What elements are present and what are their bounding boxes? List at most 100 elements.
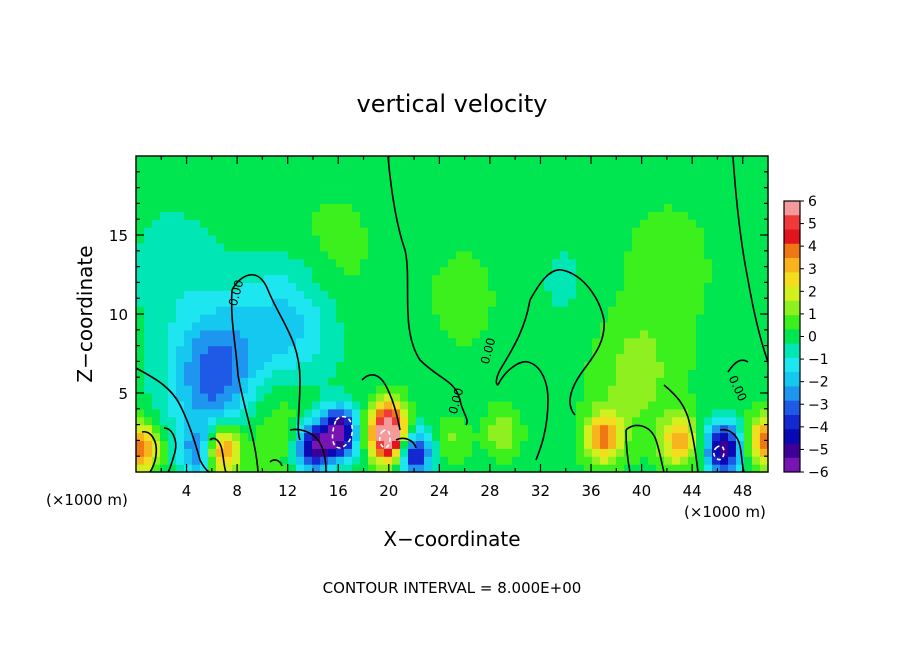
heatmap-cell <box>560 227 569 236</box>
heatmap-cell <box>264 235 273 244</box>
heatmap-cell <box>296 321 305 331</box>
heatmap-cell <box>376 227 385 236</box>
heatmap-cell <box>656 393 665 402</box>
heatmap-cell <box>712 179 721 189</box>
heatmap-cell <box>496 171 505 181</box>
heatmap-cell <box>376 187 385 197</box>
heatmap-cell <box>168 369 177 378</box>
heatmap-cell <box>480 440 489 449</box>
heatmap-cell <box>528 345 537 355</box>
heatmap-cell <box>440 250 449 260</box>
heatmap-cell <box>592 361 601 370</box>
heatmap-cell <box>424 179 433 189</box>
heatmap-cell <box>464 171 473 181</box>
heatmap-cell <box>216 432 225 441</box>
heatmap-cell <box>200 235 209 244</box>
heatmap-cell <box>216 353 225 362</box>
heatmap-cell <box>712 393 721 402</box>
heatmap-cell <box>280 211 289 220</box>
heatmap-cell <box>520 211 529 220</box>
heatmap-cell <box>520 290 529 299</box>
heatmap-cell <box>696 456 705 465</box>
heatmap-cell <box>304 274 313 283</box>
heatmap-cell <box>352 290 361 299</box>
heatmap-cell <box>152 298 161 307</box>
heatmap-cell <box>152 345 161 355</box>
heatmap-cell <box>376 424 385 434</box>
heatmap-cell <box>472 329 481 339</box>
heatmap-cell <box>216 361 225 370</box>
heatmap-cell <box>440 298 449 307</box>
heatmap-cell <box>272 361 281 370</box>
heatmap-cell <box>192 321 201 331</box>
heatmap-cell <box>232 195 241 204</box>
heatmap-cell <box>160 163 169 173</box>
heatmap-cell <box>352 163 361 173</box>
heatmap-cell <box>736 179 745 189</box>
heatmap-cell <box>232 400 241 410</box>
heatmap-cell <box>544 242 553 252</box>
heatmap-cell <box>376 266 385 276</box>
heatmap-cell <box>504 432 513 441</box>
heatmap-cell <box>584 424 593 434</box>
heatmap-cell <box>704 274 713 283</box>
heatmap-cell <box>368 448 377 457</box>
heatmap-cell <box>192 258 201 268</box>
heatmap-cell <box>712 464 721 473</box>
heatmap-cell <box>424 187 433 197</box>
heatmap-cell <box>744 203 753 212</box>
heatmap-cell <box>264 369 273 378</box>
heatmap-cell <box>400 171 409 181</box>
heatmap-cell <box>200 377 209 386</box>
heatmap-cell <box>176 337 185 347</box>
heatmap-cell <box>240 179 249 189</box>
heatmap-cell <box>576 219 585 228</box>
heatmap-cell <box>216 227 225 236</box>
heatmap-cell <box>408 416 417 426</box>
heatmap-cell <box>672 464 681 473</box>
heatmap-cell <box>168 329 177 339</box>
heatmap-cell <box>208 393 217 402</box>
heatmap-cell <box>488 361 497 370</box>
heatmap-cell <box>592 195 601 204</box>
heatmap-cell <box>280 227 289 236</box>
heatmap-cell <box>688 298 697 307</box>
heatmap-cell <box>136 235 145 244</box>
heatmap-cell <box>720 432 729 441</box>
heatmap-cell <box>304 290 313 299</box>
heatmap-cell <box>728 156 737 165</box>
heatmap-cell <box>760 187 769 197</box>
heatmap-cell <box>680 235 689 244</box>
heatmap-cell <box>392 290 401 299</box>
heatmap-cell <box>296 329 305 339</box>
heatmap-cell <box>208 448 217 457</box>
heatmap-cell <box>312 290 321 299</box>
heatmap-cell <box>600 290 609 299</box>
heatmap-cell <box>176 211 185 220</box>
heatmap-cell <box>384 353 393 362</box>
heatmap-cell <box>456 400 465 410</box>
heatmap-cell <box>360 274 369 283</box>
heatmap-cell <box>536 329 545 339</box>
heatmap-cell <box>360 298 369 307</box>
heatmap-cell <box>248 156 257 165</box>
heatmap-cell <box>376 400 385 410</box>
heatmap-cell <box>544 203 553 212</box>
heatmap-cell <box>528 203 537 212</box>
heatmap-cell <box>264 361 273 370</box>
heatmap-cell <box>624 361 633 370</box>
heatmap-cell <box>760 385 769 394</box>
heatmap-cell <box>344 203 353 212</box>
heatmap-cell <box>576 235 585 244</box>
heatmap-cell <box>232 266 241 276</box>
contour-line <box>712 445 725 461</box>
heatmap-cell <box>528 179 537 189</box>
heatmap-cell <box>272 321 281 331</box>
heatmap-cell <box>192 179 201 189</box>
heatmap-cell <box>336 171 345 181</box>
heatmap-cell <box>720 156 729 165</box>
heatmap-cell <box>416 163 425 173</box>
heatmap-cell <box>504 282 513 291</box>
heatmap-cell <box>560 448 569 457</box>
heatmap-cell <box>744 250 753 260</box>
